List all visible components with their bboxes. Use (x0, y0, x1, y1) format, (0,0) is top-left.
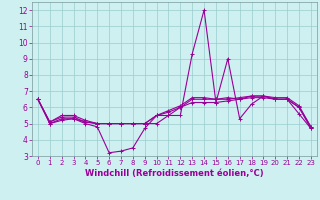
X-axis label: Windchill (Refroidissement éolien,°C): Windchill (Refroidissement éolien,°C) (85, 169, 264, 178)
